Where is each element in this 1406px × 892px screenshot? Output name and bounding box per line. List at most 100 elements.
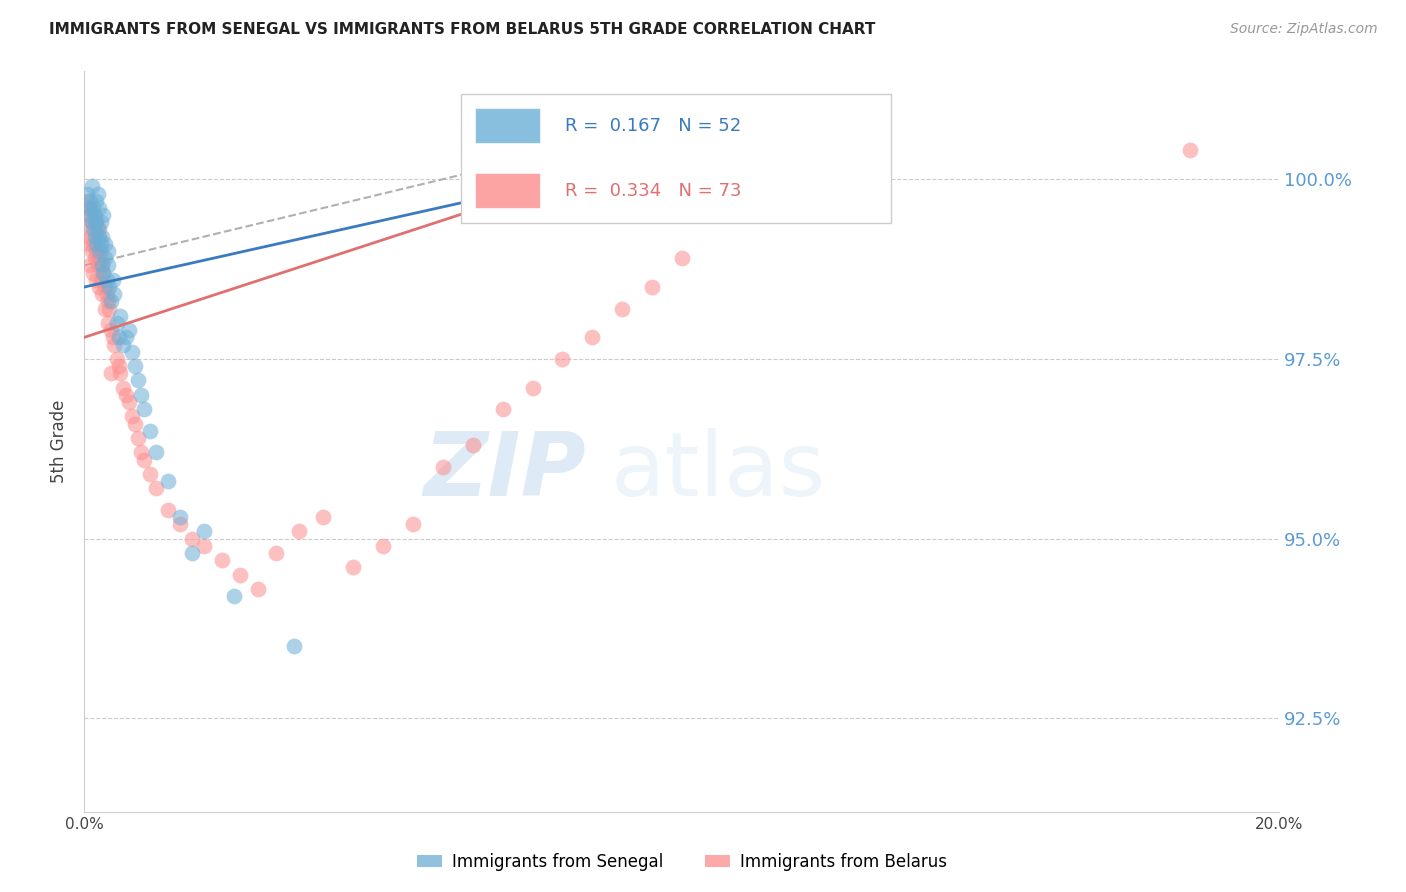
Point [93,266,115,280]
Point [641,280,664,294]
Point [77,236,100,251]
Point [97,316,120,330]
Point [157,503,180,517]
Point [98,301,121,316]
Point [86,186,108,201]
Point [432,459,454,474]
Point [76,186,98,201]
Text: atlas: atlas [610,427,825,515]
Point [110,366,132,380]
Point [91,259,114,273]
Point [101,330,124,344]
Point [124,417,146,431]
Point [193,539,215,553]
Point [90,244,112,258]
Point [103,287,125,301]
Point [89,244,111,258]
Point [79,259,101,273]
Point [288,524,311,539]
Point [86,244,108,258]
Point [169,517,191,532]
Point [91,287,114,301]
Point [86,215,108,229]
Point [84,222,107,236]
Point [105,351,128,366]
Point [76,194,98,208]
Point [108,330,131,344]
Point [93,208,115,222]
Point [115,388,138,402]
Point [89,252,111,266]
Point [103,337,125,351]
Point [402,517,425,532]
Point [93,266,115,280]
Point [84,229,107,244]
Point [105,316,128,330]
Point [129,388,152,402]
Point [118,323,141,337]
Point [121,409,143,424]
Point [82,208,104,222]
Point [89,201,111,215]
Point [89,280,111,294]
Point [91,229,114,244]
Point [127,431,149,445]
Point [181,532,204,546]
Point [94,252,117,266]
Point [80,179,103,194]
Point [79,208,101,222]
Point [100,294,122,309]
Point [82,201,104,215]
Point [94,301,117,316]
Point [90,273,112,287]
Point [76,222,98,236]
Point [77,208,100,222]
Point [264,546,287,560]
Point [86,259,108,273]
Point [86,215,108,229]
Point [77,201,100,215]
Point [79,194,101,208]
Point [97,294,120,309]
Point [100,366,122,380]
Point [492,402,515,417]
Text: IMMIGRANTS FROM SENEGAL VS IMMIGRANTS FROM BELARUS 5TH GRADE CORRELATION CHART: IMMIGRANTS FROM SENEGAL VS IMMIGRANTS FR… [49,22,876,37]
Point [94,280,117,294]
Point [86,222,108,236]
Point [246,582,269,596]
Point [108,359,131,373]
Legend: Immigrants from Senegal, Immigrants from Belarus: Immigrants from Senegal, Immigrants from… [411,847,953,878]
Point [94,236,117,251]
Point [211,553,233,567]
Point [80,215,103,229]
Point [612,301,634,316]
Point [84,208,107,222]
Point [118,395,141,409]
Point [461,438,484,452]
Point [1178,144,1201,158]
Point [193,524,215,539]
Point [98,280,121,294]
Point [132,452,156,467]
Point [89,229,111,244]
Point [86,229,108,244]
Point [79,229,101,244]
Point [82,266,104,280]
Point [222,589,245,603]
Text: ZIP: ZIP [423,427,586,515]
Point [127,374,149,388]
FancyBboxPatch shape [461,94,891,223]
Point [342,560,364,574]
Point [115,330,138,344]
FancyBboxPatch shape [475,108,541,144]
Point [129,445,152,459]
Point [312,510,335,524]
Point [139,467,162,481]
Point [101,273,124,287]
Point [89,222,111,236]
Point [124,359,146,373]
Point [86,273,108,287]
Point [145,445,167,459]
Point [100,323,122,337]
Point [551,351,574,366]
